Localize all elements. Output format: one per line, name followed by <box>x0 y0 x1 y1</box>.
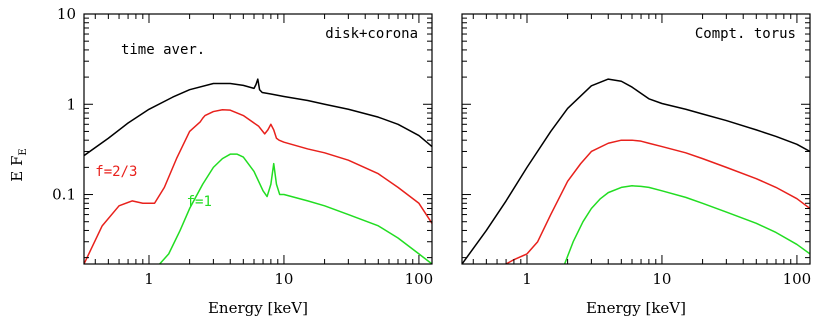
panel-annotation: disk+corona <box>325 26 418 42</box>
x-tick-label: 1 <box>522 270 532 288</box>
y-tick-label: 1 <box>66 95 76 113</box>
x-tick-label: 10 <box>274 270 293 288</box>
x-tick-label: 1 <box>144 270 154 288</box>
panel-disk-corona: 1 10 100 0.1 1 10 Energy [keV] disk+corona time … <box>52 5 433 317</box>
y-tick-label: 10 <box>57 5 76 23</box>
series-line-2 <box>563 185 810 264</box>
plot-frame <box>83 13 433 265</box>
x-tick-label: 100 <box>405 270 434 288</box>
x-axis-label: Energy [keV] <box>208 299 308 317</box>
curve-label: f=2/3 <box>95 164 137 180</box>
curve-label: f=1 <box>187 194 212 210</box>
series-line-1 <box>505 139 810 264</box>
panel-compt-torus: 1 10 100 Energy [keV] Compt. torus <box>461 13 812 317</box>
x-tick-label: 10 <box>652 270 671 288</box>
series-group <box>462 78 810 264</box>
series-line-1 <box>84 108 432 264</box>
y-axis-label-text: E FE <box>8 148 29 181</box>
series-line-0 <box>84 78 432 157</box>
y-axis-label-subscript: E <box>18 148 29 155</box>
series-group <box>84 78 432 264</box>
panel-annotation: Compt. torus <box>695 26 796 42</box>
y-axis-label: E FE <box>8 148 29 181</box>
series-line-0 <box>462 78 810 264</box>
y-tick-label: 0.1 <box>52 186 76 204</box>
x-axis-label: Energy [keV] <box>586 299 686 317</box>
x-tick-label: 100 <box>783 270 812 288</box>
plot-frame <box>461 13 811 265</box>
series-line-2 <box>159 153 432 264</box>
curve-label: time aver. <box>121 42 205 58</box>
